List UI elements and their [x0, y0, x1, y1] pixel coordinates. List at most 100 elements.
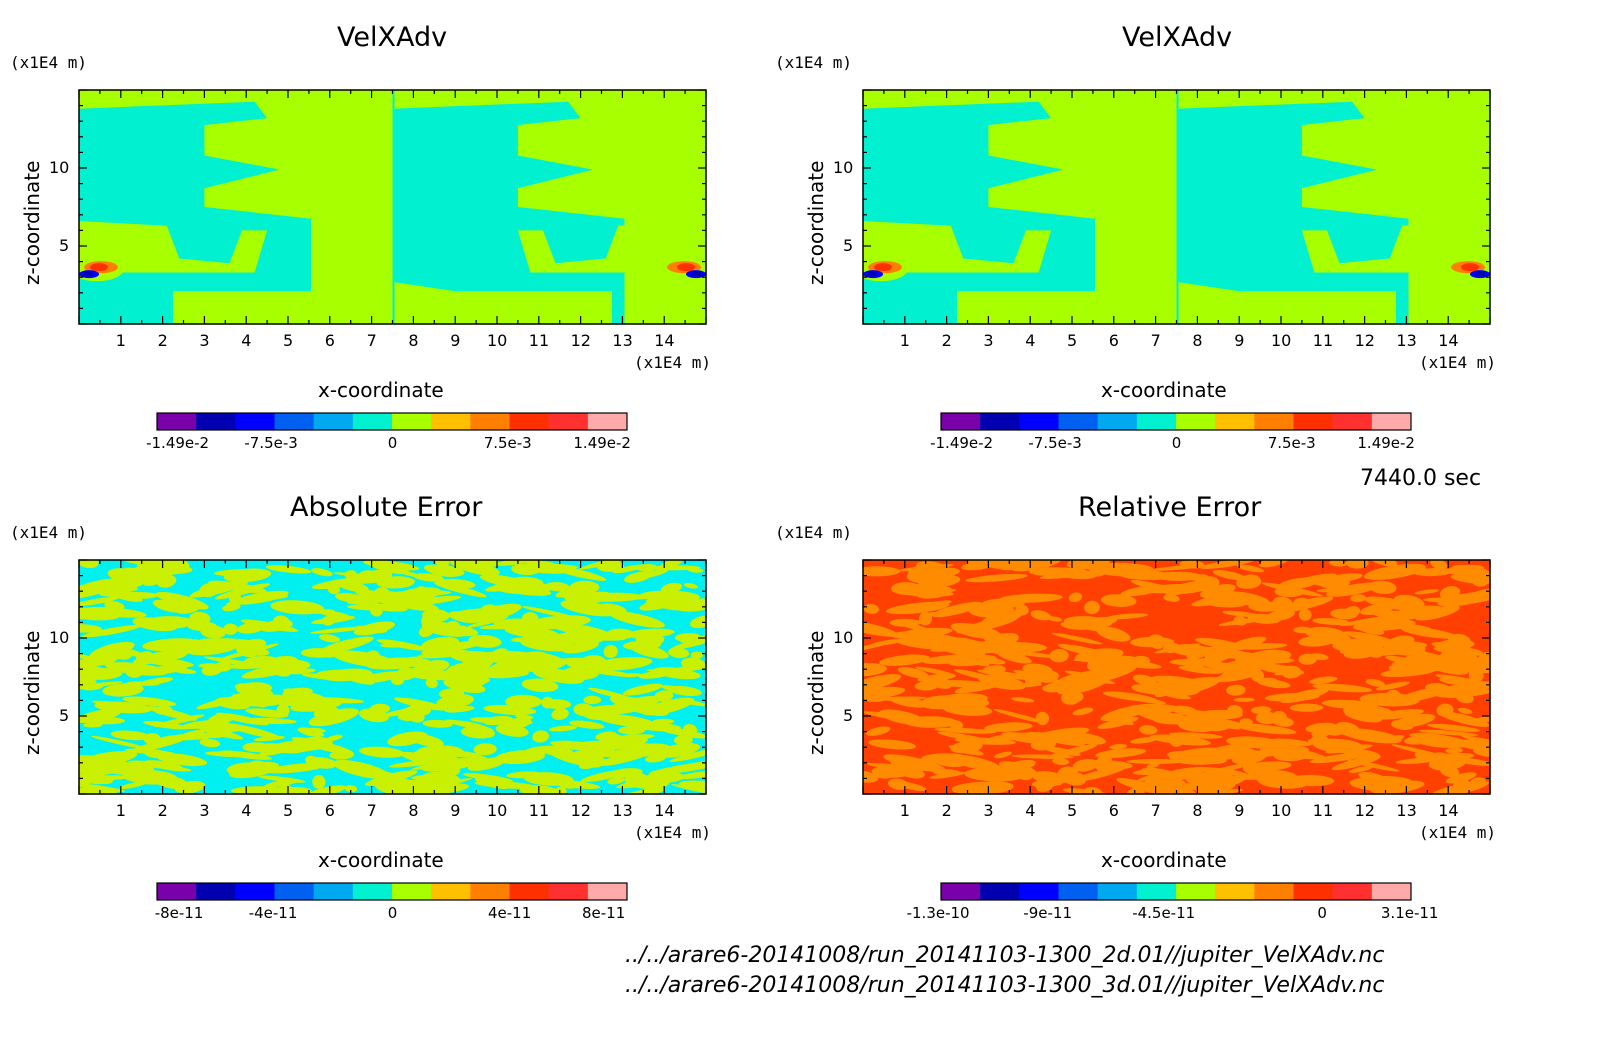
colorbar-swatch — [392, 883, 432, 900]
contour-streak — [1359, 692, 1420, 707]
colorbar-swatch — [1371, 413, 1412, 430]
panel-title: VelXAdv — [337, 22, 448, 53]
colorbar-tick-label: -4e-11 — [248, 904, 298, 922]
contour-streak — [1472, 576, 1489, 587]
contour-streak — [624, 569, 668, 581]
contour-streak — [310, 626, 368, 634]
colorbar-swatch — [587, 413, 628, 430]
contour-streak — [1431, 642, 1476, 654]
contour-streak — [1283, 573, 1337, 588]
contour-streak — [223, 568, 272, 583]
contour-streak — [353, 621, 395, 636]
contour-streak — [449, 560, 500, 576]
contour-streak — [660, 560, 682, 568]
x-tick-label: 11 — [528, 801, 550, 820]
contour-streak — [660, 685, 700, 696]
contour-streak — [1019, 643, 1038, 652]
contour-streak — [900, 633, 961, 649]
x-tick-label: 9 — [450, 801, 461, 820]
contour-streak — [1318, 576, 1350, 590]
contour-streak — [376, 560, 394, 567]
contour-streak — [79, 708, 122, 724]
colorbar-swatch — [1371, 883, 1412, 900]
contour-streak — [1015, 604, 1029, 616]
colorbar-swatch — [157, 883, 197, 900]
contour-streak — [254, 593, 289, 601]
x-tick-label: 4 — [241, 801, 252, 820]
colorbar-swatch — [1293, 413, 1334, 430]
contour-streak — [300, 648, 337, 658]
contour-streak — [79, 782, 126, 792]
x-tick-label: 8 — [1192, 801, 1203, 820]
contour-streak — [326, 734, 343, 742]
contour-streak — [1197, 650, 1257, 659]
contour-streak — [443, 678, 486, 693]
contour-streak — [900, 605, 913, 611]
colorbar-swatch — [274, 883, 315, 900]
contour-streak — [332, 650, 396, 668]
contour-streak — [545, 779, 601, 789]
colorbar-swatch — [196, 883, 236, 900]
x-tick-label: 1 — [899, 801, 910, 820]
x-tick-label: 1 — [115, 801, 126, 820]
contour-streak — [205, 751, 255, 758]
contour-streak — [1151, 778, 1187, 790]
contour-streak — [264, 778, 301, 788]
contour-streak — [448, 611, 481, 624]
contour-streak — [1413, 567, 1454, 577]
contour-region — [957, 281, 1177, 324]
contour-streak — [1195, 637, 1247, 650]
colorbar-tick-label: -8e-11 — [154, 904, 204, 922]
contour-streak — [1266, 609, 1295, 621]
contour-streak — [1209, 718, 1251, 729]
contour-streak — [592, 736, 648, 751]
contour-streak — [312, 775, 326, 789]
contour-region — [517, 221, 706, 273]
contour-streak — [588, 687, 632, 700]
contour-streak — [1117, 569, 1170, 581]
contour-streak — [1063, 732, 1107, 745]
contour-streak — [1208, 585, 1223, 593]
contour-region — [1176, 281, 1396, 324]
contour-streak — [912, 588, 957, 597]
panel-title: VelXAdv — [1122, 22, 1233, 53]
heatmap-panel — [78, 559, 707, 795]
x-tick-label: 5 — [283, 801, 294, 820]
contour-streak — [136, 777, 171, 785]
x-tick-label: 4 — [241, 331, 252, 350]
colorbar-swatch — [1058, 413, 1099, 430]
contour-streak — [1430, 560, 1448, 570]
contour-streak — [1428, 752, 1452, 767]
contour-streak — [143, 577, 162, 586]
contour-streak — [355, 597, 382, 606]
contour-streak — [1425, 682, 1456, 698]
colorbar-tick-label: 0 — [1317, 904, 1327, 922]
colorbar-swatch — [274, 413, 315, 430]
contour-streak — [863, 770, 879, 783]
colorbar-swatch — [1332, 413, 1373, 430]
x-axis-label: x-coordinate — [1101, 848, 1227, 872]
contour-streak — [679, 699, 706, 707]
contour-streak — [929, 771, 966, 779]
contour-streak — [545, 564, 607, 581]
contour-streak — [208, 713, 234, 725]
contour-streak — [493, 618, 550, 629]
contour-streak — [1001, 759, 1036, 773]
y-tick-label: 10 — [49, 628, 70, 647]
colorbar-swatch — [235, 413, 275, 430]
contour-streak — [467, 616, 509, 628]
contour-streak — [236, 622, 266, 634]
contour-streak — [562, 641, 599, 654]
colorbar-tick-label: -7.5e-3 — [1028, 434, 1082, 452]
contour-streak — [1057, 766, 1079, 781]
contour-streak — [1030, 610, 1052, 621]
contour-streak — [81, 683, 104, 691]
colorbar-tick-label: 1.49e-2 — [1357, 434, 1415, 452]
contour-streak — [462, 560, 501, 567]
contour-streak — [1388, 641, 1426, 656]
contour-streak — [521, 678, 559, 693]
contour-streak — [134, 564, 193, 575]
contour-streak — [1418, 729, 1479, 736]
contour-streak — [1013, 670, 1063, 684]
contour-streak — [467, 603, 522, 623]
